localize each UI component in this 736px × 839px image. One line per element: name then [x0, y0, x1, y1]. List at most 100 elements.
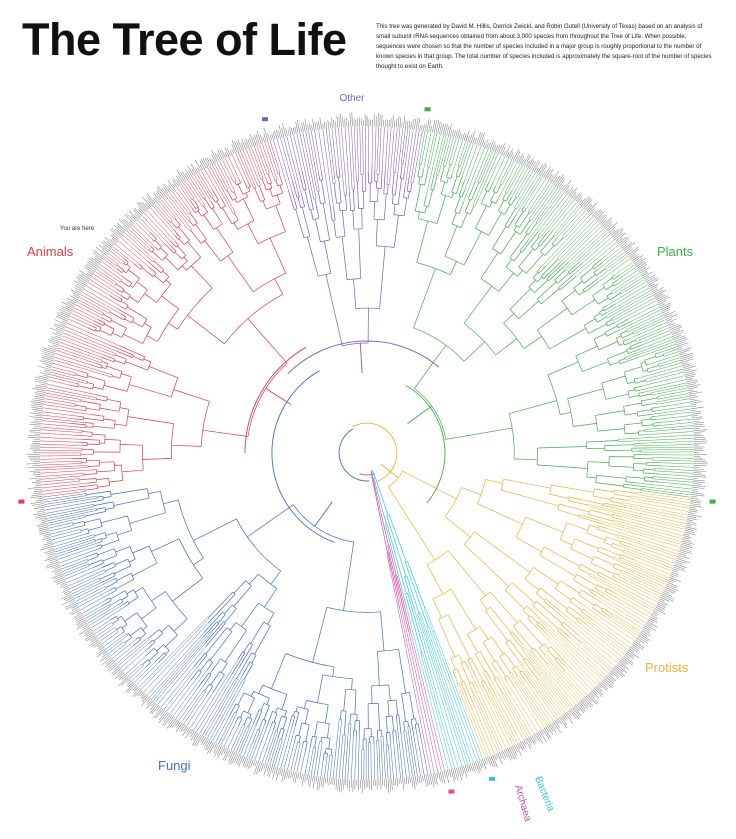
leaf-tick	[49, 347, 57, 351]
tree-branch	[524, 567, 534, 580]
leaf-tick	[32, 399, 45, 402]
leaf-tick	[476, 760, 481, 772]
tree-branch	[132, 355, 144, 361]
tree-branch	[421, 170, 424, 178]
tree-branch	[270, 570, 281, 585]
tree-branch	[279, 184, 283, 194]
leaf-tick	[546, 725, 554, 736]
tree-branch	[141, 267, 154, 278]
tree-branch	[206, 661, 214, 671]
tree-branch	[460, 663, 471, 684]
leaf-tick	[181, 171, 188, 180]
leaf-tick	[56, 312, 70, 319]
tree-branch	[200, 401, 210, 447]
tree-branch	[522, 647, 572, 709]
leaf-tick	[115, 228, 123, 236]
tree-branch	[99, 629, 117, 642]
leaf-tick	[56, 315, 68, 322]
leaf-tick	[219, 149, 225, 160]
leaf-tick	[570, 708, 580, 720]
leaf-tick	[241, 138, 247, 150]
leaf-tick	[65, 601, 77, 608]
tree-branch	[629, 395, 640, 398]
tree-branch	[247, 223, 259, 244]
tree-branch	[627, 389, 635, 392]
tree-branch	[417, 613, 466, 765]
tree-branch	[204, 679, 238, 737]
leaf-tick	[34, 485, 42, 487]
tree-branch	[109, 311, 125, 321]
tree-branch	[190, 669, 199, 681]
leaf-tick	[138, 209, 144, 215]
tree-branch	[303, 188, 307, 191]
tree-branch	[521, 643, 574, 707]
leaf-tick	[623, 655, 634, 664]
leaf-tick	[465, 130, 470, 142]
tree-branch	[234, 181, 237, 186]
tree-branch	[568, 262, 579, 273]
leaf-tick	[647, 620, 658, 628]
leaf-tick	[266, 764, 270, 772]
tree-branch	[308, 131, 320, 191]
tree-branch	[389, 127, 395, 185]
tree-branch	[642, 472, 660, 475]
leaf-tick	[73, 613, 83, 619]
tree-branch	[514, 196, 518, 198]
tree-branch	[580, 564, 599, 574]
tree-branch	[579, 277, 585, 284]
tree-branch	[263, 702, 270, 706]
tree-branch	[258, 573, 277, 589]
tree-branch	[513, 251, 522, 262]
tree-branch	[385, 126, 389, 170]
tree-branch	[338, 167, 341, 178]
leaf-tick	[497, 752, 503, 764]
tree-branch	[297, 741, 301, 744]
leaf-tick	[66, 302, 75, 307]
tree-branch	[130, 226, 151, 246]
tree-branch	[341, 735, 346, 780]
tree-branch	[160, 491, 167, 513]
tree-branch	[404, 128, 411, 172]
tree-branch	[320, 737, 323, 742]
tree-branch	[40, 470, 88, 474]
leaf-tick	[331, 117, 333, 128]
tree-branch	[291, 716, 296, 728]
tree-branch	[582, 616, 585, 619]
leaf-tick	[576, 196, 583, 203]
tree-branch	[111, 374, 113, 378]
leaf-tick	[33, 420, 42, 422]
tree-branch	[580, 623, 623, 658]
leaf-tick	[204, 738, 209, 747]
tree-branch	[559, 276, 577, 291]
leaf-tick	[656, 295, 669, 302]
tree-branch	[630, 341, 643, 347]
tree-branch	[461, 188, 466, 198]
tree-branch	[518, 212, 530, 228]
tree-branch	[458, 654, 463, 663]
leaf-tick	[693, 468, 705, 470]
tree-branch	[124, 259, 129, 263]
tree-branch	[120, 280, 130, 288]
tree-branch	[237, 152, 254, 189]
leaf-tick	[455, 130, 458, 139]
tree-branch	[338, 127, 345, 196]
tree-branch	[570, 538, 576, 549]
tree-branch	[458, 165, 461, 167]
leaf-tick	[635, 260, 646, 268]
tree-branch	[300, 193, 305, 207]
leaf-tick	[54, 570, 62, 574]
tree-branch	[177, 499, 204, 559]
tree-branch	[288, 715, 293, 726]
tree-branch	[196, 673, 233, 733]
leaf-tick	[528, 737, 532, 743]
tree-branch	[234, 716, 239, 724]
tree-branch	[643, 382, 687, 393]
tree-branch	[623, 424, 626, 434]
leaf-tick	[189, 729, 194, 736]
tree-branch	[43, 404, 73, 410]
leaf-tick	[185, 169, 191, 178]
tree-branch	[40, 440, 78, 443]
leaf-tick	[523, 739, 527, 745]
tree-branch	[283, 136, 299, 192]
tree-branch	[479, 651, 496, 679]
